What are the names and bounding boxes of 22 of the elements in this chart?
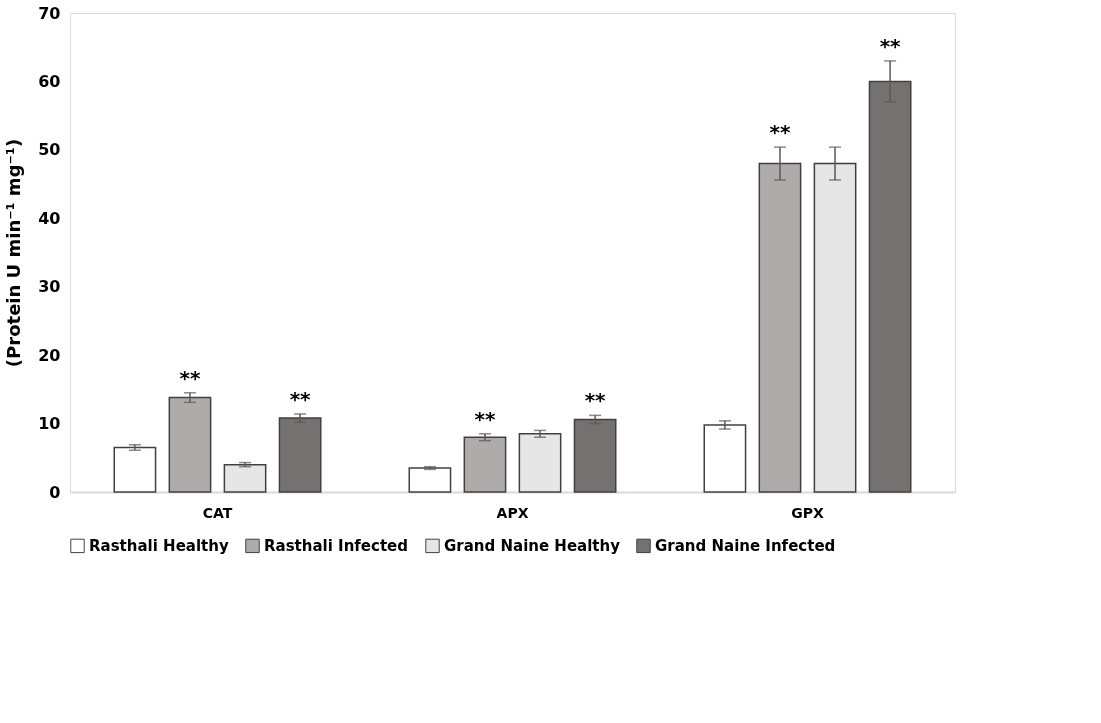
y-tick-label: 30 [38,277,61,297]
legend-label: Rasthali Infected [264,536,409,555]
x-tick-label: APX [496,504,529,521]
legend-label: Grand Naine Healthy [444,536,621,555]
y-tick-label: 70 [38,3,61,23]
data-label: ** [179,365,201,390]
data-label: ** [769,120,791,145]
data-label: ** [879,33,902,58]
y-tick-label: 50 [38,140,61,160]
legend-label: Rasthali Healthy [89,536,229,555]
legend-label: Grand Naine Infected [655,536,836,555]
y-tick-label: 60 [38,71,61,91]
x-tick-label: GPX [791,504,824,521]
y-axis-title: (Protein U min⁻¹ mg⁻¹) [3,138,25,368]
data-label: ** [584,388,607,413]
data-label: ** [289,386,312,411]
y-tick-label: 40 [38,208,61,228]
y-tick-label: 10 [38,414,61,434]
y-tick-label: 0 [49,482,61,502]
data-label: ** [474,406,496,431]
y-tick-label: 20 [38,345,61,365]
x-tick-label: CAT [202,504,233,521]
